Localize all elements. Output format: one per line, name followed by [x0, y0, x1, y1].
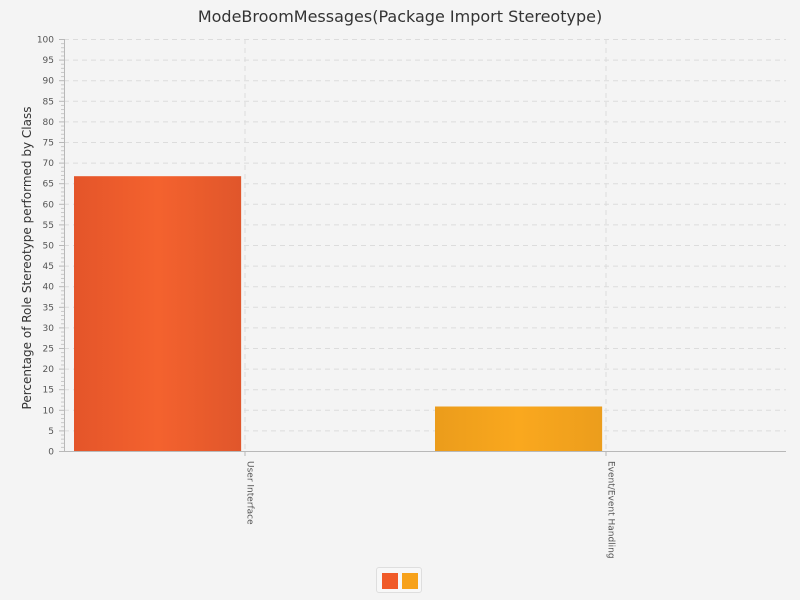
y-tick-label: 15: [43, 386, 54, 396]
y-tick-label: 30: [43, 324, 55, 334]
axes: 0 5 10 15 20 25 30 35 40 45 50 55 60 65 70 75 80 85 90 95 10…: [37, 36, 786, 559]
chart-title: ModeBroomMessages(Package Import Stereot…: [197, 7, 603, 26]
y-tick-label: 85: [43, 97, 54, 107]
y-tick-label: 75: [43, 139, 54, 149]
legend-swatch-user-interface: [382, 573, 398, 589]
y-tick-label: 95: [43, 56, 54, 66]
y-tick-label: 80: [43, 118, 55, 128]
legend: [376, 567, 422, 593]
y-tick-label: 60: [43, 200, 55, 210]
y-tick-label: 35: [43, 303, 54, 313]
y-tick-label: 65: [43, 180, 54, 190]
bars: [74, 176, 603, 452]
legend-swatch-event-handling: [402, 573, 418, 589]
y-tick-label: 25: [43, 345, 54, 355]
x-tick-label: Event/Event Handling: [606, 461, 616, 559]
y-tick-label: 70: [43, 159, 55, 169]
y-tick-label: 100: [37, 36, 54, 46]
bar-1: [435, 406, 603, 451]
y-tick-label: 5: [48, 427, 54, 437]
y-tick-label: 20: [43, 365, 55, 375]
y-tick-label: 90: [43, 77, 55, 87]
y-tick-label: 0: [48, 448, 54, 458]
y-tick-label: 45: [43, 262, 54, 272]
y-tick-label: 55: [43, 221, 54, 231]
bar-0: [74, 176, 242, 452]
x-tick-label: User Interface: [245, 461, 255, 525]
y-tick-label: 10: [43, 406, 55, 416]
y-tick-label: 40: [43, 283, 55, 293]
y-tick-label: 50: [43, 242, 55, 252]
